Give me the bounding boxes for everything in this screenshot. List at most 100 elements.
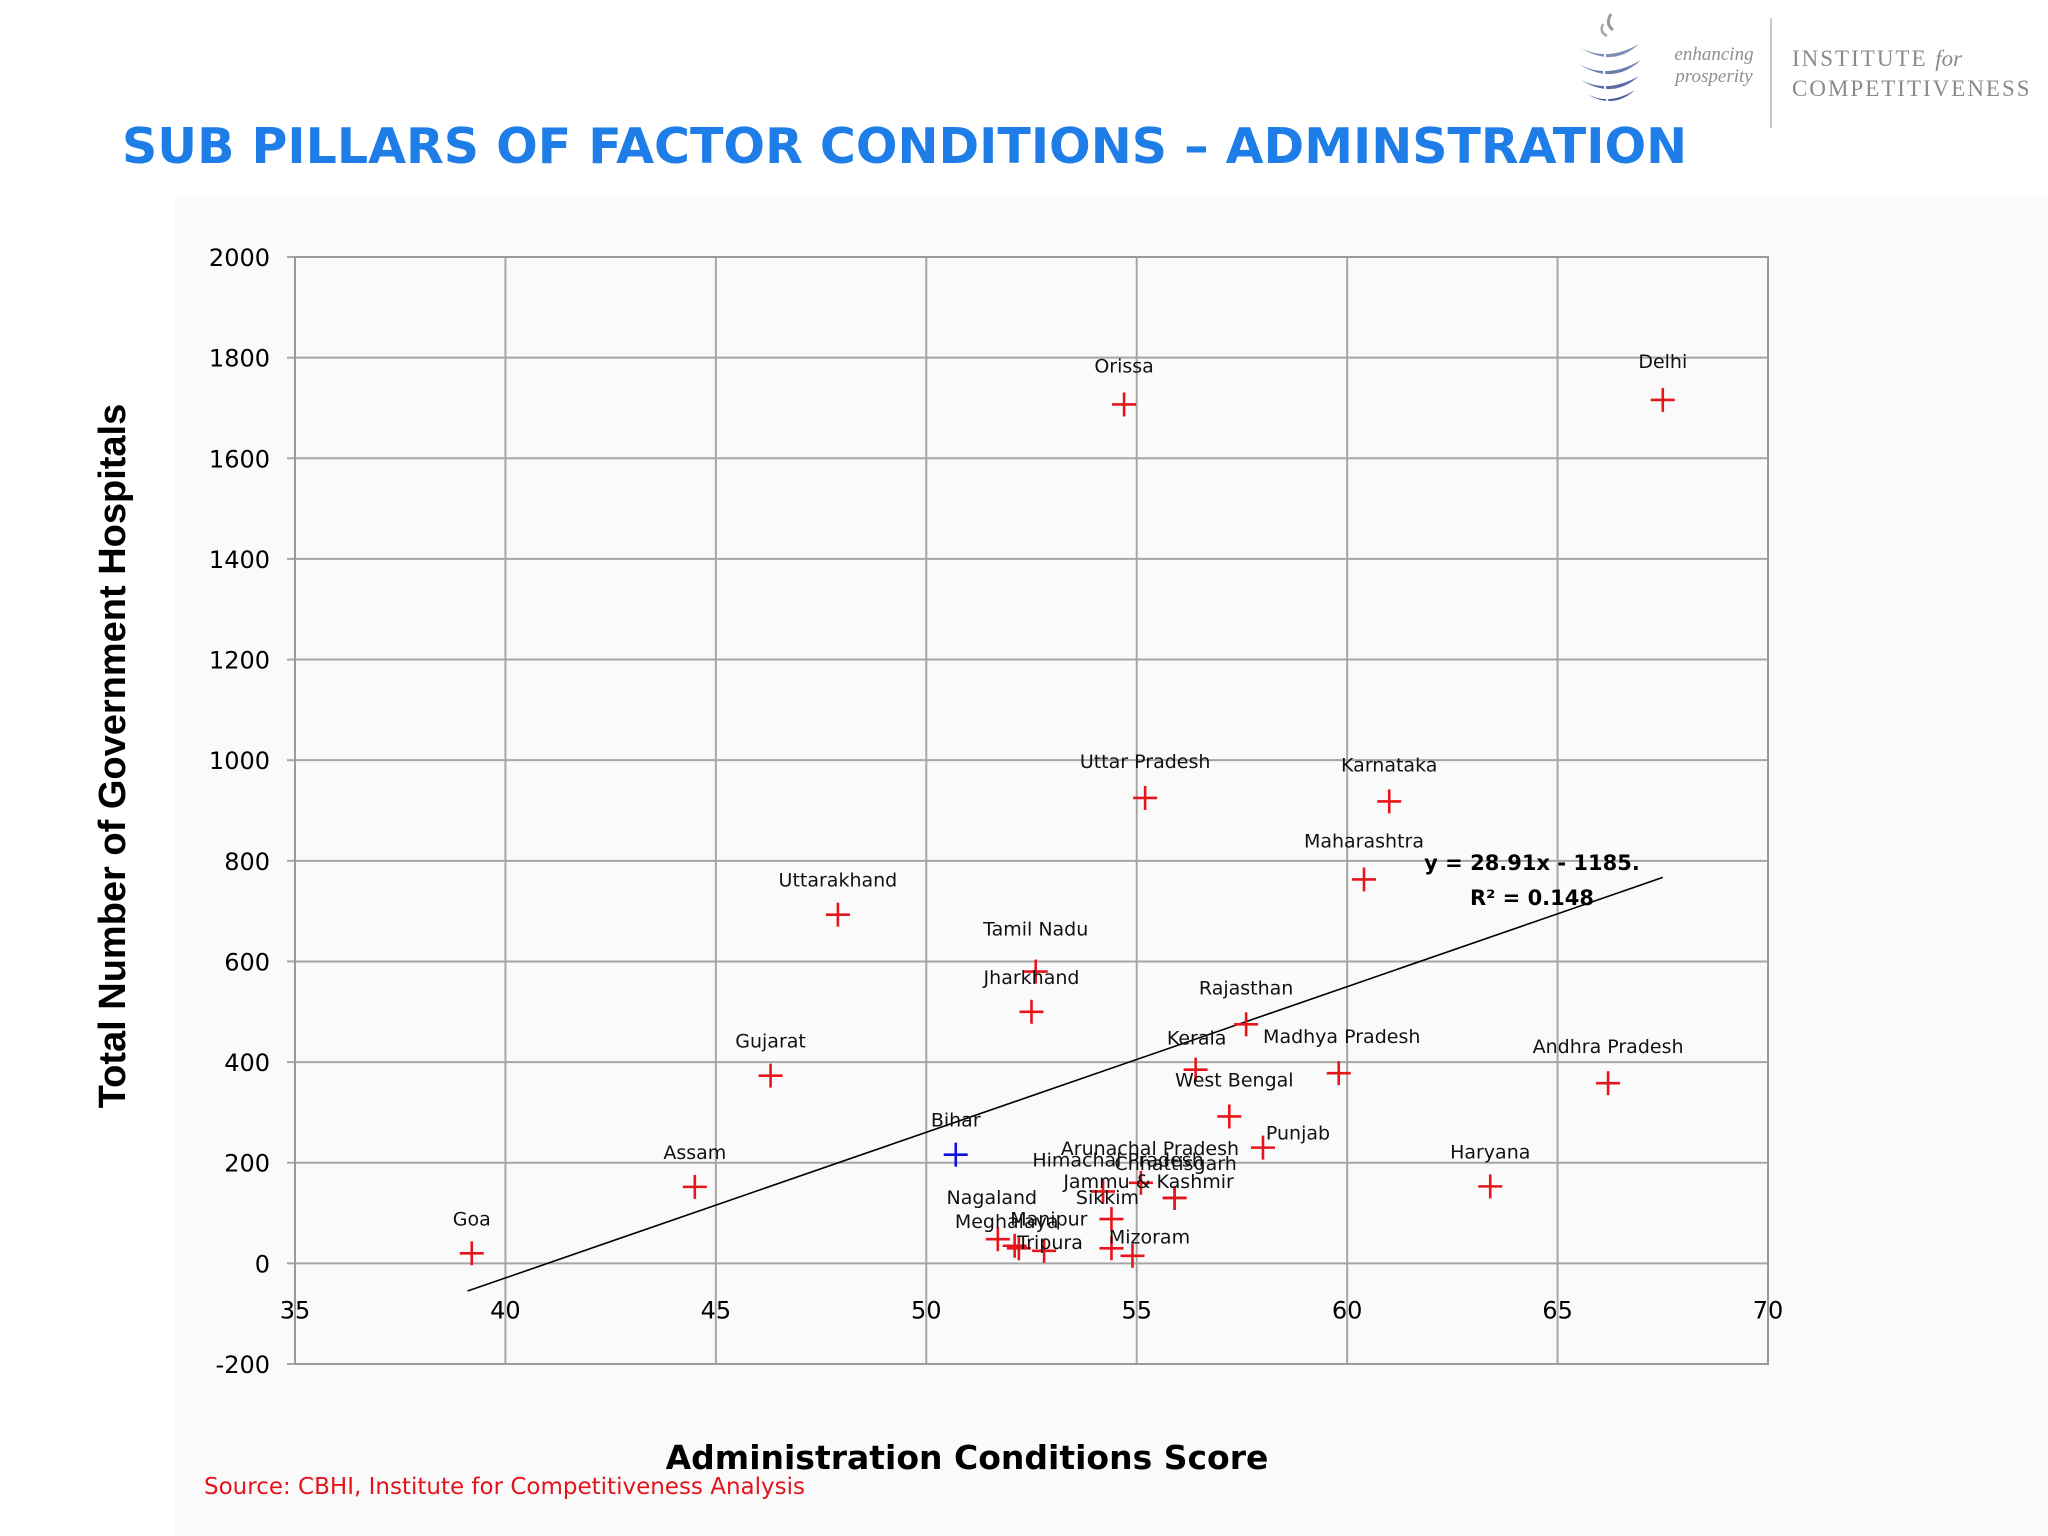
data-point bbox=[1377, 789, 1402, 814]
data-point bbox=[1099, 1236, 1124, 1261]
chart-background bbox=[175, 195, 2048, 1536]
point-label: Sikkim bbox=[1076, 1187, 1139, 1209]
y-tick-label: 800 bbox=[224, 848, 270, 876]
data-point bbox=[1032, 1238, 1057, 1263]
data-point bbox=[1120, 1243, 1145, 1268]
point-label: Nagaland bbox=[947, 1187, 1038, 1209]
point-label: Chhattisgarh bbox=[1114, 1153, 1236, 1175]
source-note: Source: CBHI, Institute for Competitiven… bbox=[204, 1474, 805, 1500]
data-point bbox=[1002, 1233, 1027, 1258]
x-tick-label: 45 bbox=[701, 1296, 732, 1324]
point-label: Punjab bbox=[1266, 1123, 1330, 1145]
data-point bbox=[758, 1063, 783, 1088]
logo-divider bbox=[1770, 18, 1772, 128]
point-label: Tamil Nadu bbox=[982, 919, 1088, 941]
point-label: Karnataka bbox=[1341, 754, 1437, 776]
point-labels: GoaAssamGujaratUttarakhandBiharNagalandM… bbox=[453, 351, 1687, 1254]
y-axis-label: Total Number of Government Hospitals bbox=[92, 404, 134, 1108]
y-tick-label: 200 bbox=[224, 1150, 270, 1178]
point-label: Andhra Pradesh bbox=[1533, 1036, 1684, 1058]
y-tick-label: 2000 bbox=[209, 244, 270, 272]
y-tick-label: 1800 bbox=[209, 345, 270, 373]
data-point bbox=[1133, 785, 1158, 810]
point-label: Manipur bbox=[1010, 1208, 1087, 1230]
data-point bbox=[1351, 867, 1376, 892]
y-tick-label: 400 bbox=[224, 1049, 270, 1077]
y-tick-label: 0 bbox=[255, 1250, 270, 1278]
x-tick-label: 50 bbox=[911, 1296, 942, 1324]
point-label: Uttarakhand bbox=[779, 870, 898, 892]
x-axis-label: Administration Conditions Score bbox=[666, 1438, 1269, 1477]
trendline bbox=[467, 876, 1664, 1292]
data-point bbox=[1112, 392, 1137, 417]
point-label: Goa bbox=[453, 1208, 491, 1230]
point-label: Haryana bbox=[1450, 1141, 1530, 1163]
data-point bbox=[985, 1227, 1010, 1252]
data-point bbox=[1596, 1071, 1621, 1096]
data-point bbox=[459, 1241, 484, 1266]
point-label: Jammu & Kashmir bbox=[1062, 1171, 1234, 1193]
point-label: Meghalaya bbox=[955, 1211, 1059, 1233]
data-point bbox=[1006, 1236, 1031, 1261]
point-label: Mizoram bbox=[1109, 1226, 1190, 1248]
data-point bbox=[1478, 1174, 1503, 1199]
logo-institute-for: for bbox=[1935, 46, 1963, 71]
data-point bbox=[682, 1174, 707, 1199]
leaf-emblem-icon bbox=[1579, 13, 1641, 109]
x-tick-label: 35 bbox=[280, 1296, 311, 1324]
tick-labels: 35 40 45 50 55 60 65 70 -200 0 200 400 600 800 1000 120… bbox=[209, 244, 1783, 1379]
data-point bbox=[1023, 959, 1048, 984]
data-point bbox=[1217, 1104, 1242, 1129]
data-point bbox=[943, 1142, 968, 1167]
institute-logo: enhancing prosperity INSTITUTE for COMPE… bbox=[1555, 8, 2048, 128]
y-tick-label: 1200 bbox=[209, 647, 270, 675]
data-point bbox=[1019, 999, 1044, 1024]
data-points bbox=[459, 387, 1675, 1268]
data-point bbox=[1326, 1061, 1351, 1086]
point-label: Tripura bbox=[1016, 1232, 1082, 1254]
data-point bbox=[1091, 1179, 1116, 1204]
y-tick-label: 600 bbox=[224, 948, 270, 976]
y-tick-label: 1600 bbox=[209, 445, 270, 473]
point-label: Bihar bbox=[931, 1110, 981, 1132]
point-label: Uttar Pradesh bbox=[1080, 751, 1211, 773]
data-point bbox=[825, 902, 850, 927]
point-label: West Bengal bbox=[1175, 1069, 1294, 1091]
x-tick-label: 40 bbox=[490, 1296, 521, 1324]
point-label: Gujarat bbox=[735, 1031, 806, 1053]
point-label: Maharashtra bbox=[1304, 830, 1424, 852]
point-label: Arunachal Pradesh bbox=[1061, 1138, 1239, 1160]
y-tick-label: 1400 bbox=[209, 546, 270, 574]
point-label: Rajasthan bbox=[1199, 977, 1293, 999]
trendline-equation: y = 28.91x - 1185. bbox=[1424, 851, 1640, 875]
point-label: Orissa bbox=[1094, 355, 1154, 377]
x-tick-label: 60 bbox=[1332, 1296, 1363, 1324]
y-tick-label: -200 bbox=[216, 1351, 270, 1379]
plot-area bbox=[294, 256, 1769, 1365]
data-point bbox=[1234, 1012, 1259, 1037]
data-point bbox=[1128, 1170, 1153, 1195]
data-point bbox=[1162, 1185, 1187, 1210]
point-label: Kerala bbox=[1167, 1028, 1227, 1050]
x-tick-label: 70 bbox=[1753, 1296, 1784, 1324]
data-point bbox=[1183, 1057, 1208, 1082]
point-label: Madhya Pradesh bbox=[1263, 1026, 1420, 1048]
logo-tagline-line2: prosperity bbox=[1675, 66, 1753, 87]
data-point bbox=[1650, 387, 1675, 412]
trendline-r-squared: R² = 0.148 bbox=[1470, 886, 1594, 910]
data-point bbox=[1099, 1207, 1124, 1232]
point-label: Assam bbox=[663, 1142, 726, 1164]
point-label: Himachal Pradesh bbox=[1032, 1149, 1203, 1171]
y-tick-label: 1000 bbox=[209, 747, 270, 775]
point-label: Jharkhand bbox=[983, 967, 1080, 989]
logo-institute-line2: COMPETITIVENESS bbox=[1792, 76, 2032, 101]
logo-institute-word: INSTITUTE bbox=[1792, 46, 1928, 71]
slide-title: SUB PILLARS OF FACTOR CONDITIONS – ADMIN… bbox=[122, 118, 1688, 175]
x-tick-label: 65 bbox=[1542, 1296, 1573, 1324]
logo-tagline-line1: enhancing bbox=[1674, 44, 1754, 65]
point-label: Delhi bbox=[1638, 351, 1687, 373]
x-tick-label: 55 bbox=[1121, 1296, 1152, 1324]
logo-tagline: enhancing prosperity bbox=[1654, 44, 1774, 88]
data-point bbox=[1250, 1135, 1275, 1160]
